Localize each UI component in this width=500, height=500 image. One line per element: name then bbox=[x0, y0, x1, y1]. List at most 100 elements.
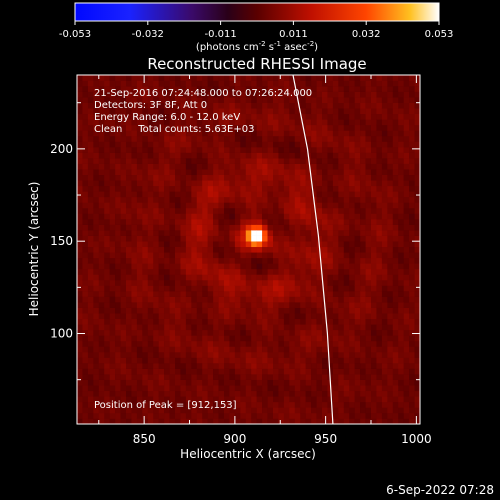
heatmap-cell bbox=[376, 113, 383, 120]
heatmap-cell bbox=[278, 241, 285, 248]
heatmap-cell bbox=[376, 130, 383, 137]
heatmap-cell bbox=[245, 169, 252, 176]
heatmap-cell bbox=[126, 169, 132, 176]
heatmap-cell bbox=[365, 124, 372, 131]
heatmap-cell bbox=[120, 274, 127, 281]
heatmap-cell bbox=[158, 407, 165, 414]
heatmap-cell bbox=[387, 119, 394, 126]
heatmap-cell bbox=[294, 224, 301, 231]
heatmap-cell bbox=[169, 196, 176, 203]
heatmap-cell bbox=[262, 207, 268, 214]
heatmap-cell bbox=[87, 291, 94, 297]
heatmap-cell bbox=[278, 268, 285, 275]
heatmap-cell bbox=[82, 224, 89, 231]
heatmap-cell bbox=[403, 135, 410, 142]
heatmap-cell bbox=[338, 224, 345, 231]
heatmap-cell bbox=[251, 285, 257, 292]
heatmap-cell bbox=[381, 285, 388, 292]
heatmap-cell bbox=[169, 302, 176, 308]
heatmap-cell bbox=[207, 141, 214, 148]
heatmap-cell bbox=[82, 158, 89, 164]
heatmap-cell bbox=[180, 152, 187, 159]
heatmap-cell bbox=[403, 141, 410, 148]
heatmap-cell bbox=[196, 401, 203, 408]
heatmap-cell bbox=[338, 329, 345, 336]
heatmap-cell bbox=[153, 224, 159, 231]
heatmap-cell bbox=[322, 91, 328, 98]
heatmap-cell bbox=[371, 268, 377, 275]
heatmap-cell bbox=[332, 329, 339, 336]
heatmap-cell bbox=[305, 235, 312, 242]
heatmap-cell bbox=[158, 379, 165, 386]
heatmap-cell bbox=[409, 174, 415, 181]
heatmap-cell bbox=[332, 213, 339, 220]
heatmap-cell bbox=[120, 213, 127, 220]
heatmap-cell bbox=[305, 374, 312, 380]
heatmap-cell bbox=[414, 390, 420, 397]
heatmap-cell bbox=[409, 257, 415, 264]
heatmap-cell bbox=[218, 418, 225, 424]
heatmap-cell bbox=[409, 97, 415, 103]
heatmap-cell bbox=[283, 318, 290, 325]
heatmap-cell bbox=[381, 390, 388, 397]
heatmap-cell bbox=[316, 207, 323, 214]
heatmap-cell bbox=[218, 185, 225, 192]
heatmap-cell bbox=[191, 329, 198, 336]
heatmap-cell bbox=[311, 351, 317, 358]
heatmap-cell bbox=[202, 396, 208, 403]
heatmap-cell bbox=[278, 396, 285, 403]
heatmap-cell bbox=[213, 102, 219, 109]
heatmap-cell bbox=[278, 324, 285, 331]
heatmap-cell bbox=[322, 374, 328, 380]
heatmap-cell bbox=[98, 252, 105, 259]
heatmap-cell bbox=[93, 241, 100, 248]
heatmap-cell bbox=[371, 174, 377, 181]
heatmap-cell bbox=[153, 180, 159, 187]
heatmap-cell bbox=[218, 158, 225, 164]
heatmap-cell bbox=[180, 174, 187, 181]
heatmap-cell bbox=[120, 180, 127, 187]
heatmap-cell bbox=[224, 147, 230, 153]
heatmap-cell bbox=[267, 379, 274, 386]
heatmap-cell bbox=[185, 335, 192, 342]
heatmap-cell bbox=[104, 257, 110, 264]
heatmap-cell bbox=[371, 191, 377, 198]
heatmap-cell bbox=[392, 329, 399, 336]
heatmap-cell bbox=[392, 80, 399, 87]
heatmap-cell bbox=[115, 80, 121, 87]
heatmap-cell bbox=[169, 169, 176, 176]
heatmap-cell bbox=[387, 418, 394, 424]
heatmap-cell bbox=[273, 102, 279, 109]
heatmap-cell bbox=[120, 407, 127, 414]
heatmap-cell bbox=[240, 351, 247, 358]
heatmap-cell bbox=[349, 257, 355, 264]
heatmap-cell bbox=[256, 224, 263, 231]
heatmap-cell bbox=[175, 318, 181, 325]
heatmap-cell bbox=[104, 318, 110, 325]
heatmap-cell bbox=[169, 235, 176, 242]
heatmap-cell bbox=[392, 97, 399, 103]
heatmap-cell bbox=[322, 385, 328, 392]
heatmap-cell bbox=[213, 379, 219, 386]
heatmap-cell bbox=[338, 185, 345, 192]
heatmap-cell bbox=[158, 357, 165, 364]
heatmap-cell bbox=[87, 374, 94, 380]
heatmap-cell bbox=[109, 207, 116, 214]
heatmap-cell bbox=[82, 102, 89, 109]
heatmap-cell bbox=[93, 252, 100, 259]
heatmap-cell bbox=[273, 357, 279, 364]
heatmap-cell bbox=[251, 335, 257, 342]
heatmap-cell bbox=[175, 152, 181, 159]
heatmap-cell bbox=[196, 418, 203, 424]
heatmap-cell bbox=[256, 235, 263, 242]
heatmap-cell bbox=[164, 412, 170, 419]
heatmap-cell bbox=[213, 185, 219, 192]
heatmap-cell bbox=[153, 102, 159, 109]
heatmap-cell bbox=[98, 313, 105, 320]
heatmap-cell bbox=[109, 113, 116, 120]
heatmap-cell bbox=[224, 291, 230, 297]
heatmap-cell bbox=[98, 363, 105, 369]
heatmap-cell bbox=[332, 97, 339, 103]
heatmap-cell bbox=[273, 135, 279, 142]
heatmap-cell bbox=[207, 335, 214, 342]
